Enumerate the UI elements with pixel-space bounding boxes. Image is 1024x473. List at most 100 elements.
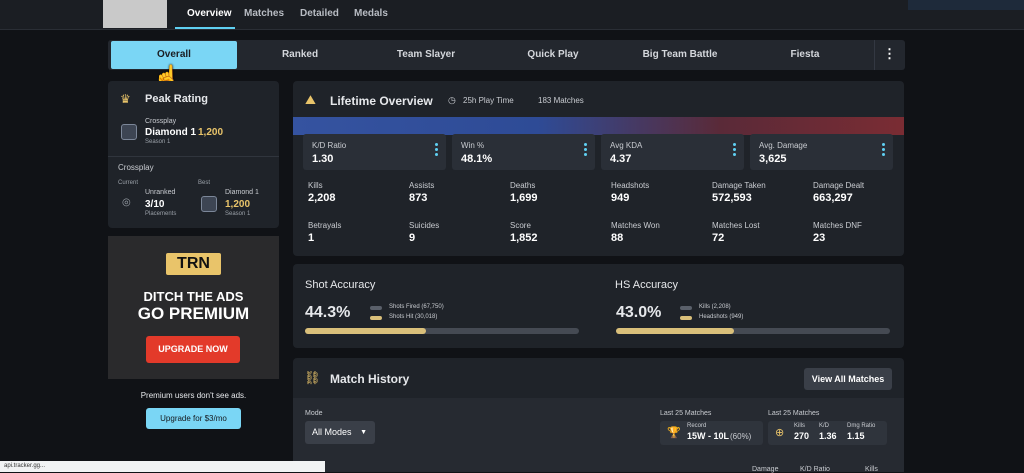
stat-label: Matches Lost — [712, 221, 760, 230]
upgrade-now-button[interactable]: UPGRADE NOW — [146, 336, 240, 363]
kebab-menu-icon[interactable] — [584, 143, 587, 157]
stat-value: 1,699 — [510, 192, 538, 204]
crossplay-title: Crossplay — [118, 163, 154, 172]
hs-accuracy-value: 43.0% — [616, 304, 662, 321]
tab-overview[interactable]: Overview — [187, 8, 232, 19]
stat-card-damage: Avg. Damage 3,625 — [750, 134, 893, 170]
mode-label: Mode — [305, 410, 323, 417]
stat-value: 2,208 — [308, 192, 336, 204]
stat-label: Deaths — [510, 181, 536, 190]
playtime: 25h Play Time — [463, 96, 514, 105]
current-value: 3/10 — [145, 199, 165, 210]
stat-card-label: K/D Ratio — [312, 141, 347, 150]
player-avatar[interactable] — [103, 0, 167, 28]
current-label: Current — [118, 180, 139, 186]
dmg-ratio-value: 1.15 — [847, 431, 865, 441]
tab-matches[interactable]: Matches — [244, 8, 285, 19]
playlist-overall[interactable]: Overall — [111, 41, 237, 69]
col-kd: K/D Ratio — [800, 466, 830, 473]
mode-select-value: All Modes — [312, 427, 352, 437]
hs-accuracy-fill — [616, 328, 734, 334]
crosshair-icon: ⊕ — [775, 427, 785, 439]
divider — [108, 156, 279, 157]
unranked-icon: ◎ — [122, 197, 131, 208]
stat-label: Matches Won — [611, 221, 660, 230]
kebab-menu-icon[interactable] — [882, 143, 885, 157]
stat-card-label: Avg KDA — [610, 141, 643, 150]
stat-value: 873 — [409, 192, 428, 204]
playlist-ranked[interactable]: Ranked — [281, 49, 319, 60]
shot-accuracy-title: Shot Accuracy — [305, 279, 376, 291]
trophy-icon: 🏆 — [667, 427, 681, 439]
kills-value: 270 — [794, 431, 810, 441]
hs-accuracy-bar — [616, 328, 890, 334]
stat-label: Matches DNF — [813, 221, 862, 230]
stat-value: 9 — [409, 232, 416, 244]
stat-card-kd: K/D Ratio 1.30 — [303, 134, 446, 170]
clock-icon: ◷ — [448, 95, 456, 105]
kd-value: 1.36 — [819, 431, 837, 441]
current-rank: Unranked — [145, 189, 176, 196]
peak-rating-icon: ♛ — [120, 92, 131, 106]
premium-note: Premium users don't see ads. — [140, 391, 247, 400]
playlist-team-slayer[interactable]: Team Slayer — [396, 49, 456, 60]
legend-kills: Kills (2,208) — [699, 304, 731, 310]
banner-strip — [293, 117, 904, 135]
stat-value: 88 — [611, 232, 624, 244]
stat-value: 23 — [813, 232, 826, 244]
hs-accuracy-title: HS Accuracy — [615, 279, 678, 291]
peak-rating-title: Peak Rating — [145, 93, 208, 105]
tab-medals[interactable]: Medals — [354, 8, 388, 19]
header-right-area — [908, 0, 1024, 10]
stat-card-value: 48.1% — [461, 153, 493, 165]
kd-label: K/D — [819, 423, 830, 429]
active-tab-indicator — [175, 27, 235, 29]
record-box — [660, 421, 763, 445]
stat-label: Kills — [308, 181, 323, 190]
stat-card-kda: Avg KDA 4.37 — [601, 134, 744, 170]
stat-card-label: Avg. Damage — [759, 141, 808, 150]
stat-label: Suicides — [409, 221, 440, 230]
stat-card-value: 4.37 — [610, 153, 632, 165]
overview-title: Lifetime Overview — [330, 94, 433, 108]
playlist-fiesta[interactable]: Fiesta — [790, 49, 820, 60]
stat-value: 949 — [611, 192, 630, 204]
stat-value: 72 — [712, 232, 725, 244]
kebab-menu-icon[interactable] — [733, 143, 736, 157]
more-options-button[interactable]: ⋮ — [874, 40, 904, 70]
col-damage: Damage — [752, 466, 779, 473]
current-sub: Placements — [145, 211, 177, 217]
kebab-menu-icon[interactable] — [435, 143, 438, 157]
top-navbar — [0, 0, 1024, 30]
record-label: Record — [687, 423, 707, 429]
legend-swatch — [370, 306, 382, 310]
legend-shots-fired: Shots Fired (67,750) — [389, 304, 444, 310]
stat-label: Betrayals — [308, 221, 342, 230]
upgrade-button[interactable]: Upgrade for $3/mo — [146, 408, 241, 429]
match-history-title: Match History — [330, 372, 410, 386]
tab-detailed[interactable]: Detailed — [300, 8, 339, 19]
playlist-quick-play[interactable]: Quick Play — [527, 49, 579, 60]
peak-rating-value: 1,200 — [198, 127, 224, 138]
legend-swatch — [680, 306, 692, 310]
best-value: 1,200 — [225, 199, 251, 210]
view-all-matches-button[interactable]: View All Matches — [804, 368, 892, 390]
chevron-down-icon: ▼ — [360, 429, 367, 436]
playlist-big-team-battle[interactable]: Big Team Battle — [642, 49, 718, 60]
mode-select[interactable]: All Modes ▼ — [305, 421, 375, 444]
stat-card-win: Win % 48.1% — [452, 134, 595, 170]
legend-swatch — [370, 316, 382, 320]
stat-label: Score — [510, 221, 531, 230]
stat-value: 663,297 — [813, 192, 853, 204]
legend-shots-hit: Shots Hit (30,018) — [389, 314, 438, 320]
shot-accuracy-value: 44.3% — [305, 304, 351, 321]
stat-card-value: 1.30 — [312, 153, 334, 165]
best-rank: Diamond 1 — [225, 189, 259, 196]
shot-accuracy-fill — [305, 328, 427, 334]
diamond-rank-icon — [121, 124, 137, 140]
record-value: 15W - 10L — [687, 431, 730, 441]
legend-swatch — [680, 316, 692, 320]
peak-season: Season 1 — [145, 139, 171, 145]
col-kills: Kills — [865, 466, 878, 473]
stat-label: Assists — [409, 181, 435, 190]
